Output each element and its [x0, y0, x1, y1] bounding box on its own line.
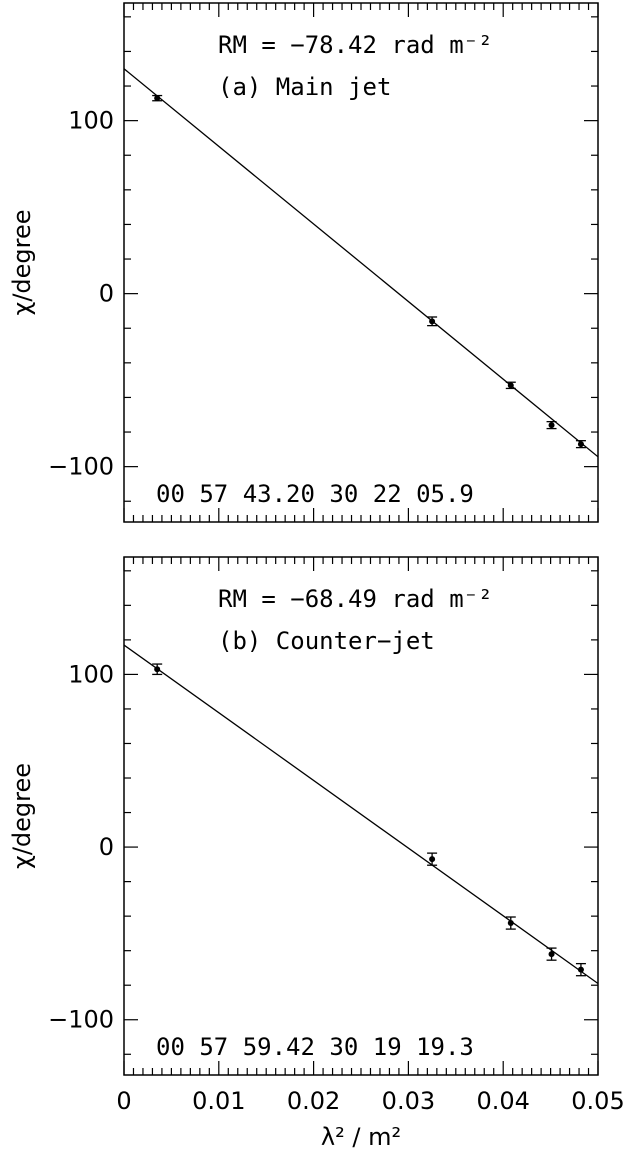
data-point	[548, 422, 555, 429]
panel-b: −100 0 100 0 0.01 0.02 0.03 0.04 0.05 χ/degree λ² …	[8, 556, 625, 1151]
panel-label: (a) Main jet	[218, 73, 391, 101]
y-tick-label: −100	[48, 1006, 114, 1034]
y-axis-label: χ/degree	[8, 763, 36, 869]
rm-annotation: RM = −78.42 rad m⁻²	[218, 31, 493, 59]
x-tick-label: 0.05	[571, 1087, 624, 1115]
y-axis-label: χ/degree	[8, 209, 36, 315]
data-point	[507, 920, 514, 927]
data-point	[577, 966, 584, 973]
x-tick-label: 0	[116, 1087, 131, 1115]
x-tick-label: 0.02	[287, 1087, 340, 1115]
y-tick-label: 0	[99, 280, 114, 308]
data-point	[429, 856, 436, 863]
x-tick-label: 0.01	[192, 1087, 245, 1115]
rm-annotation: RM = −68.49 rad m⁻²	[218, 585, 493, 613]
data-point	[154, 95, 161, 102]
y-tick-label: −100	[48, 453, 114, 481]
data-point	[154, 666, 161, 673]
coordinates-annotation: 00 57 59.42 30 19 19.3	[156, 1033, 474, 1061]
fit-line	[124, 68, 598, 458]
data-point	[507, 382, 514, 389]
y-tick-label: 0	[99, 833, 114, 861]
data-point	[548, 951, 555, 958]
y-tick-label: 100	[68, 107, 114, 135]
coordinates-annotation: 00 57 43.20 30 22 05.9	[156, 480, 474, 508]
x-tick-label: 0.03	[382, 1087, 435, 1115]
x-tick-label: 0.04	[476, 1087, 529, 1115]
fit-line	[124, 644, 598, 985]
data-point	[577, 441, 584, 448]
data-point	[429, 318, 436, 325]
panel-label: (b) Counter−jet	[218, 627, 435, 655]
panel-a: −100 0 100 χ/degree RM = −78.42 rad m⁻² (a) M…	[8, 2, 599, 523]
x-axis-label: λ² / m²	[321, 1123, 401, 1151]
y-tick-label: 100	[68, 660, 114, 688]
